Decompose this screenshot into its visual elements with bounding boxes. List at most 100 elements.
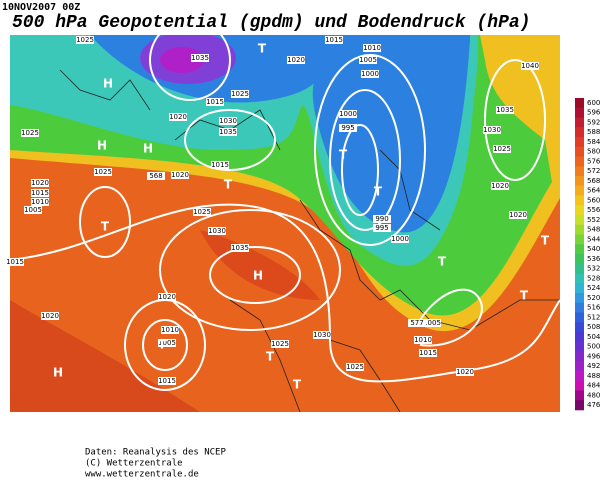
colorbar-band bbox=[575, 215, 584, 226]
isobar-label: 1015 bbox=[325, 36, 343, 44]
isobar-label: 1015 bbox=[158, 377, 176, 385]
isobar-label: 1030 bbox=[483, 126, 501, 134]
isobar-label: 1030 bbox=[219, 117, 237, 125]
isobar-label: 1015 bbox=[211, 161, 229, 169]
colorbar-label: 516 bbox=[587, 304, 601, 312]
colorbar-label: 576 bbox=[587, 157, 601, 165]
label-bg bbox=[169, 113, 187, 121]
label-bg bbox=[219, 128, 237, 136]
label-bg bbox=[373, 215, 391, 223]
pressure-center: T bbox=[158, 338, 167, 352]
label-bg bbox=[408, 319, 426, 327]
colorbar-band bbox=[575, 322, 584, 333]
label-bg bbox=[76, 36, 94, 44]
label-bg bbox=[161, 326, 179, 334]
label-bg bbox=[359, 56, 377, 64]
isobar-label: 1025 bbox=[346, 363, 364, 371]
isobar-label: 1030 bbox=[208, 227, 226, 235]
isobar-label: 1035 bbox=[191, 54, 209, 62]
colorbar-band bbox=[575, 176, 584, 187]
isobar-label: 1030 bbox=[313, 331, 331, 339]
label-bg bbox=[94, 168, 112, 176]
colorbar-label: 588 bbox=[587, 128, 600, 136]
label-bg bbox=[193, 208, 211, 216]
isobar-label: 1015 bbox=[6, 258, 24, 266]
pressure-center: T bbox=[348, 415, 357, 429]
isobar-label: 990 bbox=[375, 215, 388, 223]
colorbar-band bbox=[575, 302, 584, 313]
label-bg bbox=[31, 198, 49, 206]
label-bg bbox=[287, 56, 305, 64]
pressure-center: H bbox=[97, 139, 107, 153]
isobar-label: 1020 bbox=[491, 182, 509, 190]
colorbar-label: 492 bbox=[587, 362, 600, 370]
isobar-label: 1020 bbox=[31, 179, 49, 187]
label-bg bbox=[491, 182, 509, 190]
isobar-label: 1025 bbox=[493, 145, 511, 153]
isobar-label: 1025 bbox=[76, 36, 94, 44]
label-bg bbox=[158, 293, 176, 301]
isobar-label: 1025 bbox=[94, 168, 112, 176]
isobar-label: 1010 bbox=[363, 44, 381, 52]
isobar-label: 1035 bbox=[219, 128, 237, 136]
colorbar-band bbox=[575, 371, 584, 382]
colorbar-band bbox=[575, 293, 584, 304]
colorbar-band bbox=[575, 380, 584, 391]
isobar-label: 1010 bbox=[31, 198, 49, 206]
colorbar-label: 544 bbox=[587, 235, 601, 243]
colorbar-label: 480 bbox=[587, 391, 600, 399]
label-bg bbox=[339, 124, 357, 132]
pressure-center: T bbox=[266, 350, 275, 364]
isobar-label: 1020 bbox=[169, 113, 187, 121]
label-bg bbox=[456, 368, 474, 376]
label-bg bbox=[206, 98, 224, 106]
colorbar-label: 564 bbox=[587, 187, 601, 195]
isobar-label: 1010 bbox=[161, 326, 179, 334]
footer-line: www.wetterzentrale.de bbox=[85, 470, 199, 480]
colorbar-label: 512 bbox=[587, 313, 600, 321]
isobar-label: 1020 bbox=[287, 56, 305, 64]
label-bg bbox=[147, 172, 165, 180]
colorbar-band bbox=[575, 224, 584, 235]
label-bg bbox=[509, 211, 527, 219]
label-bg bbox=[191, 54, 209, 62]
pressure-center: H bbox=[53, 366, 63, 380]
colorbar-label: 524 bbox=[587, 284, 601, 292]
label-bg bbox=[373, 224, 391, 232]
footer-line: Daten: Reanalysis des NCEP bbox=[85, 448, 226, 458]
isobar-label: 1020 bbox=[456, 368, 474, 376]
colorbar-band bbox=[575, 341, 584, 352]
label-bg bbox=[158, 339, 176, 347]
isobar-label: 995 bbox=[341, 124, 354, 132]
isobar-label: 1015 bbox=[419, 349, 437, 357]
isobar-label: 1035 bbox=[496, 106, 514, 114]
label-bg bbox=[158, 377, 176, 385]
colorbar-label: 528 bbox=[587, 274, 600, 282]
label-bg bbox=[363, 44, 381, 52]
label-bg bbox=[423, 319, 441, 327]
label-bg bbox=[231, 244, 249, 252]
pressure-center: H bbox=[143, 142, 153, 156]
colorbar-band bbox=[575, 390, 584, 401]
label-bg bbox=[414, 336, 432, 344]
label-bg bbox=[208, 227, 226, 235]
isobar-label: 1025 bbox=[193, 208, 211, 216]
isobar-label: 577 bbox=[410, 319, 423, 327]
pressure-center: T bbox=[293, 378, 302, 392]
pressure-center: T bbox=[339, 148, 348, 162]
isobar-label: 1005 bbox=[158, 339, 176, 347]
colorbar-band bbox=[575, 166, 584, 177]
label-bg bbox=[339, 110, 357, 118]
colorbar-label: 584 bbox=[587, 138, 601, 146]
colorbar-label: 476 bbox=[587, 401, 601, 409]
label-bg bbox=[391, 235, 409, 243]
isobar-label: 1015 bbox=[206, 98, 224, 106]
colorbar-label: 496 bbox=[587, 352, 601, 360]
label-bg bbox=[521, 62, 539, 70]
colorbar-band bbox=[575, 117, 584, 128]
isobar-label: 1000 bbox=[391, 235, 409, 243]
map bbox=[10, 35, 560, 412]
isobar-label: 1025 bbox=[271, 340, 289, 348]
colorbar-label: 484 bbox=[587, 382, 601, 390]
